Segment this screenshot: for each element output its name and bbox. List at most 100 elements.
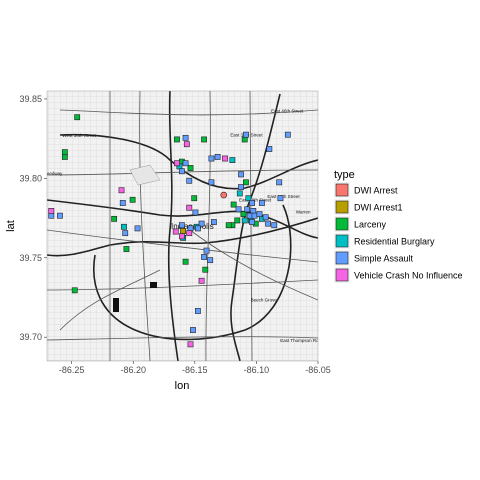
legend: type DWI Arrest DWI Arrest1 Larceny Residen…: [334, 169, 463, 283]
point-dwi-arrest1: [180, 228, 187, 234]
point-vehicle-crash-no-influence: [222, 155, 228, 162]
point-simple-assault: [194, 225, 201, 232]
map-label: East 46th Street: [271, 108, 304, 113]
point-residential-burglary: [121, 223, 127, 230]
point-simple-assault: [249, 219, 255, 225]
point-larceny: [123, 246, 130, 252]
points-layer: [48, 114, 291, 348]
point-simple-assault: [178, 222, 185, 229]
point-vehicle-crash-no-influence: [178, 233, 185, 240]
legend-label: Residential Burglary: [354, 237, 435, 247]
point-simple-assault: [259, 200, 265, 206]
legend-swatch: [335, 234, 349, 248]
x-tick-label: -86.05: [305, 365, 331, 375]
point-simple-assault: [277, 195, 284, 202]
point-larceny: [129, 196, 136, 203]
point-vehicle-crash-no-influence: [186, 204, 193, 211]
point-simple-assault: [214, 154, 221, 160]
map-label: East 30th Street: [239, 197, 272, 202]
point-simple-assault: [186, 177, 193, 184]
legend-swatch: [335, 183, 349, 197]
point-simple-assault: [134, 225, 141, 232]
point-vehicle-crash-no-influence: [174, 160, 180, 167]
point-larceny: [174, 136, 180, 143]
point-vehicle-crash-no-influence: [198, 277, 205, 284]
point-vehicle-crash-no-influence: [172, 228, 179, 235]
legend-swatch: [335, 200, 349, 214]
legend-label: DWI Arrest: [354, 186, 398, 196]
point-simple-assault: [201, 254, 207, 260]
y-tick-label: 39.85: [19, 94, 42, 104]
point-simple-assault: [207, 257, 214, 264]
point-simple-assault: [244, 206, 251, 213]
point-simple-assault: [246, 212, 253, 219]
point-simple-assault: [203, 247, 210, 254]
point-simple-assault: [194, 308, 201, 314]
point-larceny: [225, 222, 232, 229]
point-residential-burglary: [245, 195, 252, 202]
x-tick-label: -86.25: [59, 365, 85, 375]
legend-label: Simple Assault: [354, 254, 414, 264]
point-larceny: [240, 211, 247, 217]
point-simple-assault: [243, 131, 249, 138]
x-axis: -86.25 -86.20 -86.15 -86.10 -86.05: [59, 361, 331, 375]
point-simple-assault: [284, 131, 291, 138]
point-larceny: [201, 136, 207, 143]
point-simple-assault: [211, 219, 217, 225]
legend-title: type: [334, 169, 355, 181]
point-simple-assault: [122, 230, 129, 237]
point-simple-assault: [57, 212, 63, 219]
map-label: Speedway: [41, 171, 63, 176]
y-tick-label: 39.80: [19, 173, 42, 183]
map-label: Beech Grove: [251, 297, 278, 302]
point-larceny: [191, 195, 198, 202]
point-simple-assault: [266, 146, 273, 152]
y-axis: 39.70 39.75 39.80 39.85: [19, 94, 47, 342]
point-simple-assault: [256, 211, 263, 217]
x-tick-label: -86.15: [182, 365, 208, 375]
point-simple-assault: [192, 209, 199, 216]
point-simple-assault: [235, 206, 242, 213]
point-simple-assault: [198, 220, 205, 227]
point-larceny: [241, 136, 248, 143]
point-residential-burglary: [241, 217, 248, 224]
point-larceny: [234, 217, 241, 224]
legend-label: Larceny: [354, 220, 387, 230]
y-tick-label: 39.70: [19, 332, 42, 342]
point-simple-assault: [238, 184, 244, 190]
map-label: West 38th Street: [62, 133, 96, 138]
x-tick-label: -86.20: [120, 365, 146, 375]
point-simple-assault: [271, 222, 278, 229]
x-axis-title: lon: [175, 380, 190, 392]
point-larceny: [61, 149, 68, 156]
y-tick-label: 39.75: [19, 253, 42, 263]
map-label: Warren: [296, 209, 311, 214]
point-simple-assault: [48, 212, 55, 219]
point-residential-burglary: [236, 190, 243, 197]
point-simple-assault: [276, 179, 283, 186]
point-simple-assault: [178, 168, 185, 175]
point-vehicle-crash-no-influence: [186, 230, 193, 237]
point-vehicle-crash-no-influence: [183, 141, 190, 148]
point-simple-assault: [251, 212, 258, 219]
point-larceny: [243, 179, 249, 186]
point-vehicle-crash-no-influence: [48, 208, 55, 214]
point-larceny: [111, 215, 118, 222]
point-simple-assault: [182, 160, 189, 167]
point-simple-assault: [190, 327, 196, 333]
point-larceny: [182, 258, 189, 265]
point-simple-assault: [119, 200, 126, 206]
legend-label: Vehicle Crash No Influence: [354, 271, 463, 281]
map-label: East Thompson Road: [280, 338, 324, 343]
point-residential-burglary: [229, 157, 236, 163]
point-larceny: [74, 114, 81, 121]
road-lines: [47, 91, 318, 361]
legend-swatch: [335, 217, 349, 231]
y-axis-title: lat: [5, 220, 17, 232]
point-larceny: [202, 266, 209, 273]
point-simple-assault: [265, 220, 272, 227]
point-larceny: [187, 165, 194, 171]
point-dwi-arrest: [220, 191, 228, 199]
legend-label: DWI Arrest1: [354, 203, 403, 213]
